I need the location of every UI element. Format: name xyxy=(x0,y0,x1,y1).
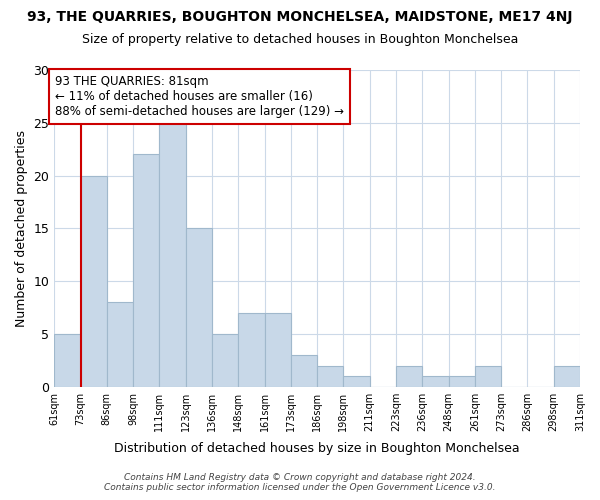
X-axis label: Distribution of detached houses by size in Boughton Monchelsea: Distribution of detached houses by size … xyxy=(115,442,520,455)
Bar xyxy=(238,313,265,386)
Text: Size of property relative to detached houses in Boughton Monchelsea: Size of property relative to detached ho… xyxy=(82,32,518,46)
Bar xyxy=(396,366,422,386)
Bar xyxy=(80,176,107,386)
Bar xyxy=(554,366,580,386)
Bar xyxy=(291,355,317,386)
Bar xyxy=(54,334,80,386)
Text: Contains HM Land Registry data © Crown copyright and database right 2024.
Contai: Contains HM Land Registry data © Crown c… xyxy=(104,473,496,492)
Bar xyxy=(317,366,343,386)
Bar xyxy=(186,228,212,386)
Bar xyxy=(343,376,370,386)
Bar xyxy=(160,123,186,386)
Bar xyxy=(449,376,475,386)
Y-axis label: Number of detached properties: Number of detached properties xyxy=(15,130,28,327)
Bar xyxy=(475,366,501,386)
Text: 93 THE QUARRIES: 81sqm
← 11% of detached houses are smaller (16)
88% of semi-det: 93 THE QUARRIES: 81sqm ← 11% of detached… xyxy=(55,76,344,118)
Bar xyxy=(212,334,238,386)
Bar xyxy=(107,302,133,386)
Bar xyxy=(133,154,160,386)
Bar xyxy=(422,376,449,386)
Text: 93, THE QUARRIES, BOUGHTON MONCHELSEA, MAIDSTONE, ME17 4NJ: 93, THE QUARRIES, BOUGHTON MONCHELSEA, M… xyxy=(27,10,573,24)
Bar xyxy=(265,313,291,386)
